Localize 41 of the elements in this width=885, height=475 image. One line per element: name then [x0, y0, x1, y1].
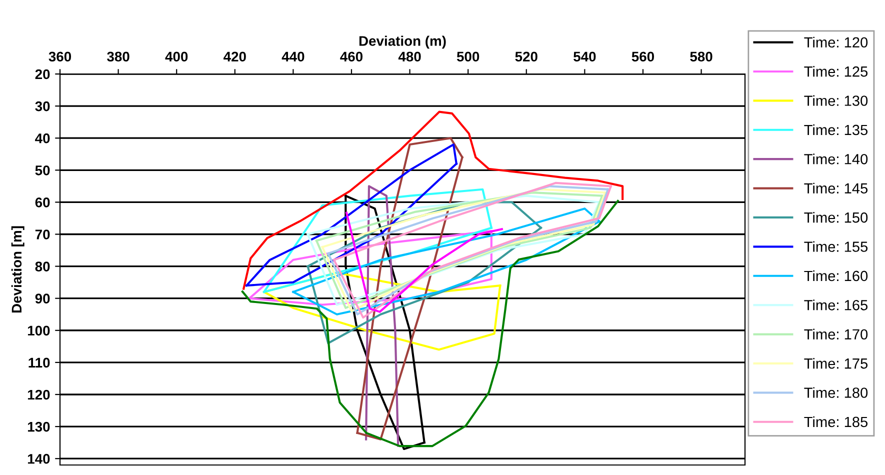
legend-label: Time: 180: [804, 387, 868, 398]
legend-label: Time: 185: [804, 416, 868, 428]
legend-label: Time: 165: [804, 300, 868, 310]
legend-label: Time: 135: [804, 124, 868, 136]
legend-label: Time: 120: [804, 36, 868, 48]
legend-label: Time: 155: [804, 241, 868, 252]
legend-label: Time: 145: [804, 182, 868, 194]
y-tick-label: 110: [28, 358, 50, 368]
y-tick-label: 100: [28, 326, 50, 336]
x-tick-label: 380: [107, 52, 130, 62]
x-tick-label: 540: [574, 52, 596, 62]
x-tick-label: 440: [282, 52, 304, 62]
y-axis-title: Deviation [m]: [11, 226, 24, 313]
y-tick-label: 80: [35, 262, 50, 272]
y-tick-label: 20: [35, 69, 50, 80]
legend-label: Time: 150: [804, 212, 868, 223]
legend-label: Time: 175: [804, 358, 868, 369]
y-tick-label: 90: [35, 294, 50, 304]
y-tick-label: 130: [28, 422, 50, 432]
y-tick-label: 70: [35, 230, 50, 240]
legend-label: Time: 125: [804, 66, 868, 77]
y-tick-label: 30: [35, 101, 50, 112]
legend-label: Time: 160: [804, 270, 868, 282]
x-tick-label: 400: [165, 52, 188, 62]
y-tick-label: 50: [35, 165, 50, 176]
x-tick-label: 520: [515, 52, 538, 62]
x-tick-label: 580: [690, 52, 712, 62]
x-tick-label: 560: [632, 52, 654, 62]
y-tick-label: 40: [35, 133, 50, 144]
y-tick-label: 60: [35, 198, 50, 208]
x-tick-label: 360: [48, 52, 72, 62]
x-tick-label: 460: [340, 52, 363, 62]
x-tick-label: 500: [456, 52, 480, 62]
x-tick-label: 420: [224, 52, 246, 62]
x-axis-title: Deviation (m): [359, 36, 446, 49]
legend-label: Time: 130: [804, 95, 868, 106]
legend-label: Time: 170: [804, 328, 868, 340]
y-tick-label: 140: [28, 454, 50, 464]
x-tick-label: 480: [398, 52, 421, 62]
legend-label: Time: 140: [804, 154, 868, 164]
y-tick-label: 120: [28, 390, 50, 400]
